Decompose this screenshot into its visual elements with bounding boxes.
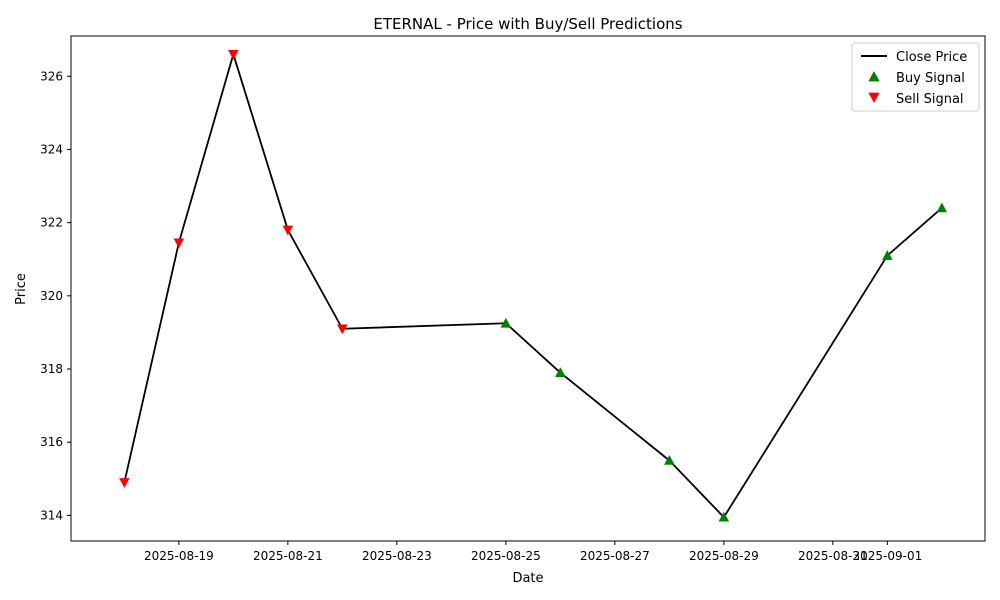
- buy-signal-point: [500, 317, 512, 328]
- sell-signal-point: [282, 225, 294, 236]
- x-axis-label: Date: [512, 571, 543, 586]
- sell-signal-point: [119, 478, 130, 488]
- legend-buy-signal-label: Buy Signal: [896, 71, 965, 86]
- y-axis-label: Price: [14, 273, 29, 305]
- buy-signal-point: [936, 202, 948, 213]
- axes-layer: 314 316 318 320 322 324 326 2025-08-19 2025-08-2…: [40, 69, 922, 563]
- legend-sell-signal-marker: [868, 92, 880, 103]
- chart-title: ETERNAL - Price with Buy/Sell Prediction…: [373, 15, 682, 33]
- sell-signal-point: [228, 49, 239, 60]
- x-tick-label: 2025-08-27: [580, 549, 650, 563]
- legend-close-price-label: Close Price: [896, 50, 967, 65]
- legend-sell-signal-label: Sell Signal: [896, 92, 964, 107]
- legend-buy-signal-marker: [868, 71, 880, 82]
- buy-signal-point: [882, 250, 893, 260]
- buy-signal-point: [664, 455, 675, 465]
- x-tick-label: 2025-08-19: [144, 549, 214, 563]
- legend: Close Price Buy Signal Sell Signal: [851, 42, 980, 112]
- x-tick-label: 2025-08-29: [689, 549, 759, 563]
- x-tick-label: 2025-09-01: [852, 549, 922, 563]
- sell-signal-point: [173, 238, 185, 249]
- y-tick-label: 316: [40, 435, 63, 449]
- y-tick-label: 326: [40, 69, 63, 83]
- legend-box: [851, 42, 980, 112]
- sell-signal-point: [337, 324, 348, 335]
- x-tick-label: 2025-08-23: [362, 549, 432, 563]
- series-layer: [119, 49, 948, 522]
- plot-frame: [70, 35, 986, 542]
- y-tick-label: 314: [40, 508, 63, 522]
- x-tick-label: 2025-08-25: [471, 549, 541, 563]
- buy-signal-point: [718, 511, 730, 522]
- y-tick-label: 318: [40, 362, 63, 376]
- buy-signal-point: [555, 367, 566, 377]
- x-tick-label: 2025-08-31: [798, 549, 868, 563]
- y-tick-label: 320: [40, 289, 63, 303]
- y-tick-label: 324: [40, 142, 63, 156]
- y-tick-label: 322: [40, 216, 63, 230]
- x-tick-label: 2025-08-21: [253, 549, 323, 563]
